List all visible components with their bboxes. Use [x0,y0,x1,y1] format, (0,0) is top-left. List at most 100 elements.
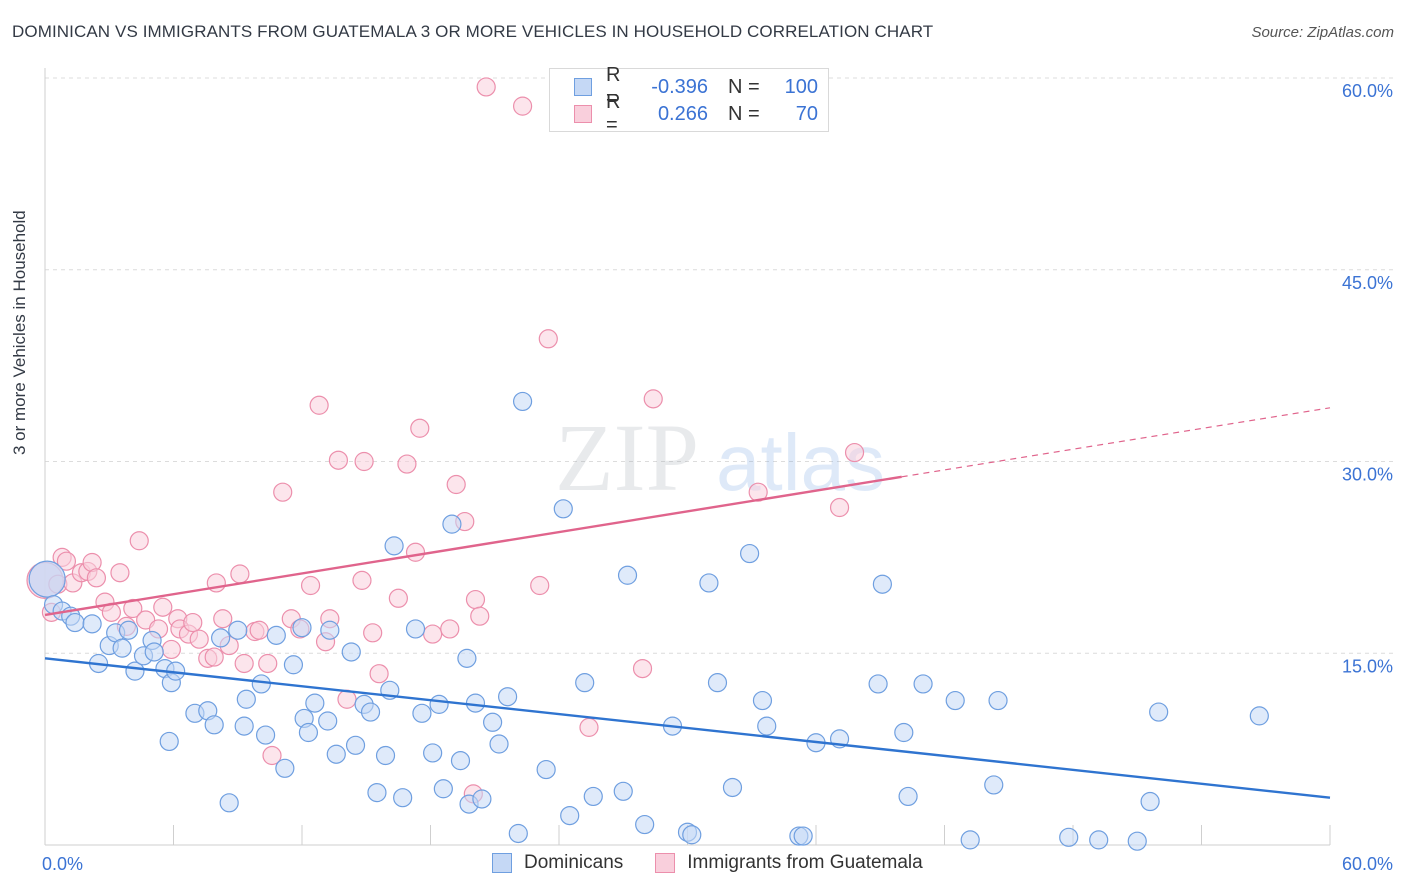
data-point [707,673,728,693]
data-point [129,531,149,551]
stats-row-dominicans: R = -0.396 N = 100 [574,64,818,109]
x-tick-label: 0.0% [42,854,83,874]
data-point [320,620,340,640]
data-point [465,693,486,713]
data-point [236,689,256,709]
trend-lines [44,407,1331,799]
data-point [984,775,1004,795]
legend-item-dominicans[interactable]: Dominicans [492,852,623,874]
data-point [82,614,102,634]
data-point [412,703,432,723]
watermark-zip: ZIP [555,404,699,511]
data-point [423,624,443,644]
data-point [945,690,965,711]
trend-line-dominicans [44,657,1331,799]
data-point [643,389,663,409]
data-point [258,653,278,674]
source-credit: Source: ZipAtlas.com [1251,24,1394,41]
trend-line-guatemala-extension [901,407,1331,478]
data-point [433,779,453,799]
data-point [211,628,231,648]
watermark: ZIP atlas [555,404,885,511]
data-point [470,606,490,626]
data-point [868,674,888,694]
data-point [872,574,892,594]
grid-lines [45,77,1395,654]
data-point [341,642,361,662]
data-point [560,805,580,826]
data-point [228,620,248,640]
data-point [1149,702,1169,722]
data-point [262,745,282,766]
data-point [298,722,319,743]
data-point [844,442,865,463]
data-point [508,823,528,844]
data-point [328,450,349,470]
legend-swatch-guatemala [574,105,592,123]
data-point [913,674,933,694]
data-point [1127,831,1147,851]
data-point [309,395,329,415]
data-point [110,563,130,583]
data-point [352,570,372,590]
data-point [65,612,85,633]
data-point [204,715,224,735]
data-point [266,625,286,645]
data-point [275,758,295,778]
data-point [159,731,179,752]
data-point [536,759,556,780]
data-point [894,722,914,743]
data-point [988,690,1008,711]
data-point [354,451,374,472]
axes [44,68,1331,846]
data-point [153,597,173,617]
data-point [230,564,250,584]
data-point [752,690,773,711]
chart-title: DOMINICAN VS IMMIGRANTS FROM GUATEMALA 3… [12,22,934,41]
data-point [183,612,203,633]
legend-item-guatemala[interactable]: Immigrants from Guatemala [655,852,923,874]
data-point [465,589,486,610]
data-point [476,77,496,97]
data-point [219,793,239,813]
data-point [617,565,638,585]
n-value: 70 [795,102,818,125]
data-point [249,620,269,640]
data-point [450,751,471,771]
data-point [757,716,777,736]
y-tick-label: 15.0% [1342,656,1393,676]
data-point [793,826,813,846]
data-point [457,648,477,668]
data-point [1059,827,1079,847]
r-label: R = [606,91,621,136]
data-point [632,658,653,679]
data-point [423,743,443,763]
data-point [255,725,276,745]
data-point [442,514,462,534]
data-point [410,418,430,438]
data-point [251,674,271,694]
data-point [234,653,254,674]
data-point [489,734,509,754]
data-point [367,782,387,803]
data-point [405,542,426,562]
data-point [283,655,304,675]
data-point [1249,706,1269,726]
data-point [300,575,321,596]
data-point [112,638,132,658]
legend-swatch-dominicans [492,853,512,873]
stats-row-guatemala: R = 0.266 N = 70 [574,91,818,136]
n-label: N = [728,75,760,98]
data-point [144,642,164,662]
data-point [740,543,760,564]
data-point [682,825,702,845]
data-point [429,694,449,714]
data-point [440,619,460,639]
data-point [360,702,381,722]
data-point [318,711,338,731]
data-point [579,717,599,737]
tick-labels: 15.0% 30.0% 45.0% 60.0% 0.0% 60.0% [42,81,1393,874]
data-point [635,814,655,835]
data-point [118,620,139,640]
data-point [446,474,466,495]
